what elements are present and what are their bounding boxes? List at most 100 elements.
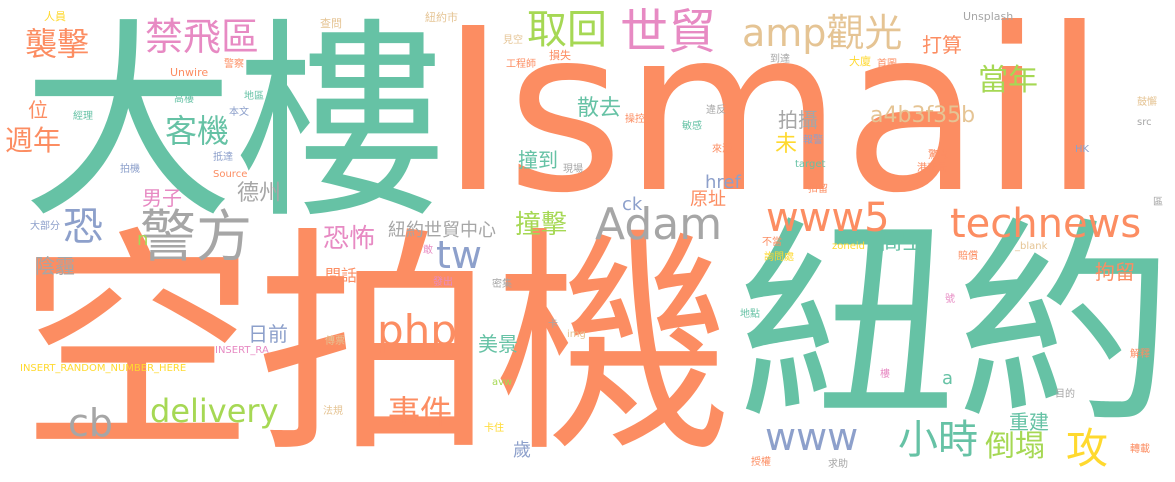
word-jing-jue: 驚覺 — [928, 150, 948, 161]
word-ri-qian: 日前 — [248, 322, 288, 346]
word-img: img — [567, 329, 586, 340]
word-amp-guan-guang: amp觀光 — [742, 11, 903, 55]
word-a4b3f35b: a4b3f35b — [870, 103, 976, 128]
word-ka-zhu: 卡住 — [484, 423, 504, 434]
word-dao-ta: 倒塌 — [985, 429, 1045, 464]
word-source: Source — [213, 169, 248, 180]
word-ke-ji: 客機 — [165, 112, 230, 150]
word-di-da: 抵達 — [213, 152, 233, 163]
word-dao-da: 到達 — [770, 54, 790, 65]
word-gao-lou: 高樓 — [174, 94, 194, 105]
word-n: n — [137, 229, 149, 250]
word-qu: 區 — [1153, 197, 1163, 208]
word-shi-mao: 世貿 — [620, 4, 717, 60]
word-adam: Adam — [595, 199, 723, 250]
word-fa-chu: 發出 — [433, 277, 453, 288]
word-gan: 敢 — [423, 245, 433, 256]
word-www: www — [765, 415, 859, 459]
word-xun-wen-chu: 詢問處 — [764, 252, 794, 263]
word-zhou-nian: 週年 — [5, 124, 62, 157]
word-insert-random: INSERT_RANDOM_NUMBER_HERE — [20, 363, 187, 374]
word-xiao-shi: 小時 — [898, 417, 978, 463]
word-qiu-zhu: 求助 — [828, 459, 848, 470]
word-kong-bu: 恐怖 — [323, 224, 376, 254]
word-min-gan: 敏感 — [682, 121, 702, 132]
word-chong-jian: 重建 — [1009, 410, 1049, 434]
word-gong: 攻 — [1066, 424, 1109, 473]
word-di-qu: 地區 — [244, 91, 264, 102]
word-yuan-zhi: 原址 — [690, 189, 726, 210]
word-dang-nian: 當年 — [978, 63, 1038, 98]
word-ben-wen: 本文 — [229, 107, 249, 118]
word-niu-yue: 紐約 — [738, 200, 1174, 453]
word-insert-ra: INSERT_RA — [215, 345, 269, 356]
word-cb: cb — [68, 401, 114, 445]
word-sui: 歲 — [513, 440, 531, 461]
word-hao: 號 — [945, 294, 955, 305]
word-ismail: Ismail — [440, 0, 1106, 243]
word-da-suan: 打算 — [922, 33, 962, 57]
word-jing-fang: 警方 — [140, 205, 252, 270]
word-kong-pai-ji: 空拍機 — [18, 208, 732, 482]
word-ck: ck — [622, 194, 643, 215]
word-pei-chang: 賠償 — [958, 251, 978, 262]
word-mu-de: 目的 — [1055, 389, 1075, 400]
word-fa-gui: 法規 — [323, 406, 343, 417]
word-yin-mai: 陰霾 — [35, 254, 75, 278]
word-gong-cheng-shi: 工程師 — [506, 59, 536, 70]
word-hk: HK — [1075, 144, 1090, 155]
word-da-lou: 大樓 — [22, 0, 446, 247]
word-qu-hui: 取回 — [527, 7, 607, 53]
word-zhuang-ji: 撞擊 — [515, 210, 568, 240]
word-tw: tw — [436, 233, 482, 277]
word-da-ji: 大廈 — [849, 55, 871, 68]
word-php: php — [377, 306, 457, 355]
word-wei-fan: 違反 — [706, 105, 726, 116]
word-niu-yue-shi: 紐約市 — [425, 11, 458, 24]
word-niu-yue-shi-mao: 紐約世貿中心 — [388, 220, 496, 241]
word-jin-fei-qu: 禁飛區 — [145, 15, 260, 59]
word-san-qu: 散去 — [577, 96, 622, 121]
word-unsplash: Unsplash — [963, 10, 1014, 23]
word-blank: _blank — [1015, 241, 1048, 252]
word-jie-shi: 解釋 — [1130, 349, 1150, 360]
word-lou: 樓 — [880, 369, 890, 380]
word-shou-tu: 首圖 — [877, 59, 897, 70]
word-shi-jian: 事件 — [388, 393, 453, 431]
word-pai-she: 拍攝 — [778, 108, 818, 132]
word-ren-yuan: 人員 — [44, 10, 66, 23]
word-mi-ji: 密集 — [492, 279, 512, 290]
word-bu-dang: 不當 — [762, 237, 782, 248]
word-target: target — [795, 159, 826, 170]
word-de-zhou: 德州 — [237, 181, 282, 206]
word-mei-jing: 美景 — [478, 332, 518, 356]
word-nan-zi: 男子 — [142, 186, 182, 210]
word-zhuang-dao: 撞到 — [518, 148, 558, 172]
word-gang-wu-ju: 港務局 — [917, 163, 947, 174]
word-zoneid: zoneid — [832, 241, 865, 252]
word-jing-cha: 警察 — [224, 59, 244, 70]
word-www5: www5 — [766, 195, 890, 241]
word-unwire: Unwire — [170, 66, 209, 79]
word-zha-wen: 查問 — [320, 17, 342, 30]
word-ju-liu: 拘留 — [1095, 260, 1135, 284]
word-xi-ji: 襲擊 — [25, 25, 90, 63]
word-sun-shi: 損失 — [549, 49, 571, 62]
word-technews: technews — [950, 201, 1142, 247]
word-wei-wei: 未 — [775, 132, 798, 157]
word-zhuan-zai: 轉載 — [1130, 444, 1150, 455]
word-di-dian: 地點 — [740, 309, 760, 320]
word-href: href — [705, 172, 741, 193]
word-ka: 卡 — [548, 319, 558, 330]
word-jian-kong: 見空 — [503, 35, 523, 46]
word-cao-kong: 操控 — [625, 114, 645, 125]
word-a-lower: a — [942, 368, 954, 389]
word-pai-ji: 拍機 — [120, 164, 140, 175]
word-chuan-piao: 傳票 — [325, 336, 345, 347]
word-gu-xie: 鼓懈 — [1137, 97, 1157, 108]
word-kou-liu: 扣留 — [808, 184, 828, 195]
word-gao-kong: 高空 — [880, 230, 925, 255]
word-wei: 位 — [28, 98, 48, 122]
word-wen-hua: 問話 — [325, 266, 358, 285]
